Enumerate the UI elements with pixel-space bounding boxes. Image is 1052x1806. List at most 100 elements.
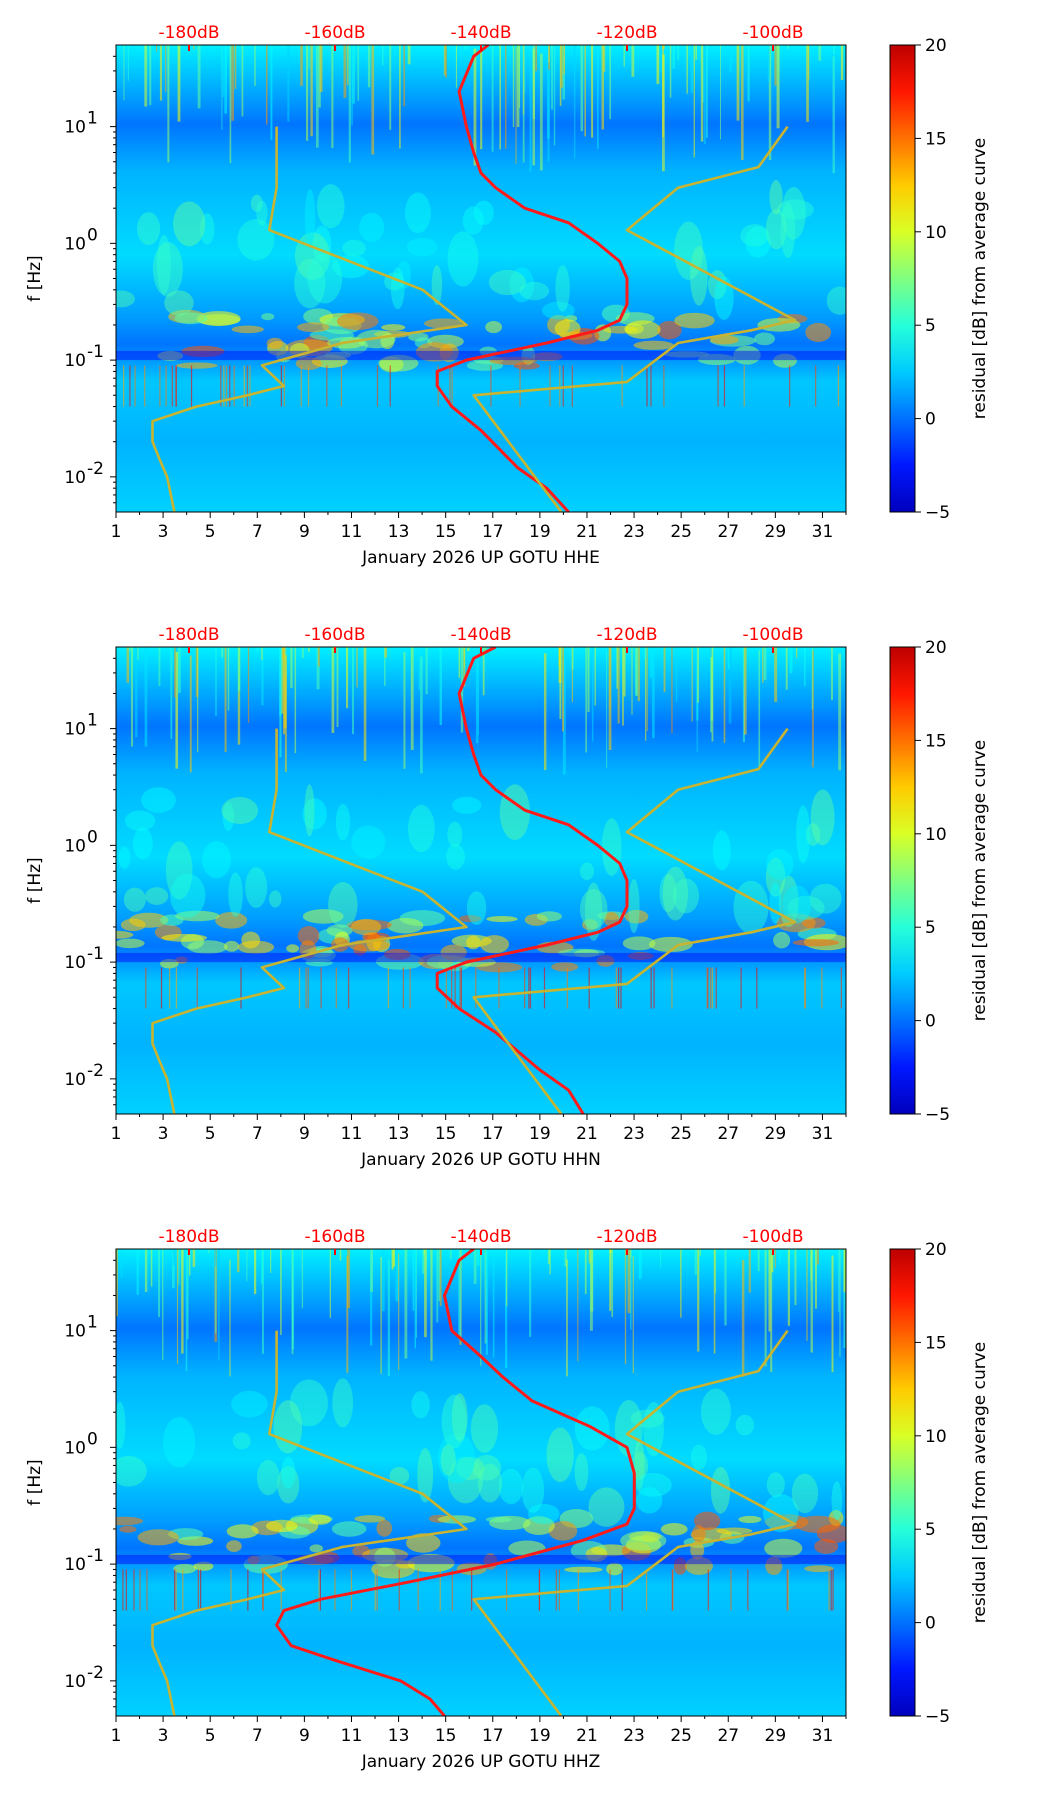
x-tick-label: 31 <box>812 522 834 542</box>
x-tick-label: 21 <box>576 522 598 542</box>
y-axis-title: f [Hz] <box>25 857 45 903</box>
y-tick-label: 10 <box>64 351 86 371</box>
x-tick-label: 9 <box>299 1726 310 1746</box>
y-tick-label: 10 <box>64 953 86 973</box>
top-db-label: -100dB <box>742 1227 803 1247</box>
spectrogram-area <box>116 647 846 1114</box>
colorbar <box>889 44 916 513</box>
colorbar-tick-label: −5 <box>925 503 950 523</box>
top-db-label: -120dB <box>596 23 657 43</box>
x-tick-label: 5 <box>205 1124 216 1144</box>
y-tick-label: 10 <box>64 1070 86 1090</box>
y-tick-label: 10 <box>64 1672 86 1692</box>
y-tick-label: 10 <box>64 836 86 856</box>
y-tick-exponent: -1 <box>87 342 104 362</box>
top-db-label: -100dB <box>742 625 803 645</box>
colorbar-tick-label: 5 <box>925 1520 936 1540</box>
x-axis-title: January 2026 UP GOTU HHN <box>360 1150 601 1170</box>
y-axis-title: f [Hz] <box>25 1459 45 1505</box>
x-tick-label: 1 <box>111 1124 122 1144</box>
noise-model-curve <box>151 125 797 512</box>
y-tick-label: 10 <box>64 720 86 740</box>
y-tick-exponent: -2 <box>87 1061 104 1081</box>
colorbar-tick-label: 0 <box>925 410 936 430</box>
noise-model-curve <box>151 1329 797 1716</box>
colorbar-tick-label: 20 <box>925 1240 947 1260</box>
x-tick-label: 29 <box>765 1124 787 1144</box>
colorbar-tick-label: 15 <box>925 731 947 751</box>
noise-model-curve <box>151 727 797 1114</box>
colorbar <box>889 1248 916 1717</box>
x-tick-label: 27 <box>717 1124 739 1144</box>
top-db-label: -160dB <box>304 1227 365 1247</box>
top-db-label: -180dB <box>158 1227 219 1247</box>
top-db-label: -120dB <box>596 1227 657 1247</box>
y-tick-exponent: 1 <box>87 1313 98 1333</box>
colorbar-tick-label: 20 <box>925 36 947 56</box>
x-tick-label: 17 <box>482 1726 504 1746</box>
x-tick-label: 25 <box>670 1124 692 1144</box>
colorbar-tick-label: 5 <box>925 918 936 938</box>
y-tick-exponent: 1 <box>87 711 98 731</box>
x-axis-title: January 2026 UP GOTU HHE <box>361 548 600 568</box>
x-tick-label: 13 <box>388 1124 410 1144</box>
average-psd-curve <box>435 45 629 512</box>
top-db-label: -140dB <box>450 1227 511 1247</box>
top-db-label: -180dB <box>158 625 219 645</box>
colorbar-tick-label: 10 <box>925 1427 947 1447</box>
y-tick-exponent: -1 <box>87 944 104 964</box>
colorbar-title: residual [dB] from average curve <box>970 1342 990 1623</box>
y-tick-exponent: 0 <box>87 225 98 245</box>
x-tick-label: 21 <box>576 1726 598 1746</box>
x-tick-label: 29 <box>765 1726 787 1746</box>
x-tick-label: 15 <box>435 522 457 542</box>
x-tick-label: 19 <box>529 1726 551 1746</box>
colorbar-title: residual [dB] from average curve <box>970 138 990 419</box>
x-tick-label: 11 <box>341 522 363 542</box>
top-db-label: -140dB <box>450 23 511 43</box>
top-db-label: -100dB <box>742 23 803 43</box>
x-tick-label: 21 <box>576 1124 598 1144</box>
y-axis-title: f [Hz] <box>25 255 45 301</box>
x-tick-label: 3 <box>158 1124 169 1144</box>
colorbar-title: residual [dB] from average curve <box>970 740 990 1021</box>
top-db-label: -160dB <box>304 625 365 645</box>
x-tick-label: 1 <box>111 522 122 542</box>
x-tick-label: 25 <box>670 1726 692 1746</box>
x-tick-label: 23 <box>623 1124 645 1144</box>
y-tick-label: 10 <box>64 1322 86 1342</box>
x-tick-label: 31 <box>812 1124 834 1144</box>
x-tick-label: 3 <box>158 1726 169 1746</box>
x-tick-label: 7 <box>252 522 263 542</box>
y-tick-exponent: -2 <box>87 459 104 479</box>
y-tick-label: 10 <box>64 118 86 138</box>
top-db-label: -180dB <box>158 23 219 43</box>
x-tick-label: 5 <box>205 522 216 542</box>
x-tick-label: 15 <box>435 1726 457 1746</box>
average-psd-curve <box>275 1249 636 1716</box>
y-tick-exponent: 0 <box>87 827 98 847</box>
x-tick-label: 1 <box>111 1726 122 1746</box>
x-tick-label: 11 <box>341 1124 363 1144</box>
x-tick-label: 15 <box>435 1124 457 1144</box>
y-tick-exponent: 1 <box>87 109 98 129</box>
y-tick-exponent: 0 <box>87 1429 98 1449</box>
x-tick-label: 7 <box>252 1726 263 1746</box>
colorbar-tick-label: 0 <box>925 1614 936 1634</box>
y-tick-exponent: -1 <box>87 1546 104 1566</box>
x-tick-label: 9 <box>299 522 310 542</box>
x-tick-label: 17 <box>482 1124 504 1144</box>
y-tick-label: 10 <box>64 468 86 488</box>
colorbar-tick-label: 15 <box>925 1333 947 1353</box>
x-tick-label: 11 <box>341 1726 363 1746</box>
y-tick-exponent: -2 <box>87 1663 104 1683</box>
colorbar-tick-label: 10 <box>925 223 947 243</box>
x-tick-label: 27 <box>717 522 739 542</box>
top-db-label: -160dB <box>304 23 365 43</box>
x-tick-label: 5 <box>205 1726 216 1746</box>
x-tick-label: 7 <box>252 1124 263 1144</box>
average-psd-curve <box>435 647 629 1114</box>
